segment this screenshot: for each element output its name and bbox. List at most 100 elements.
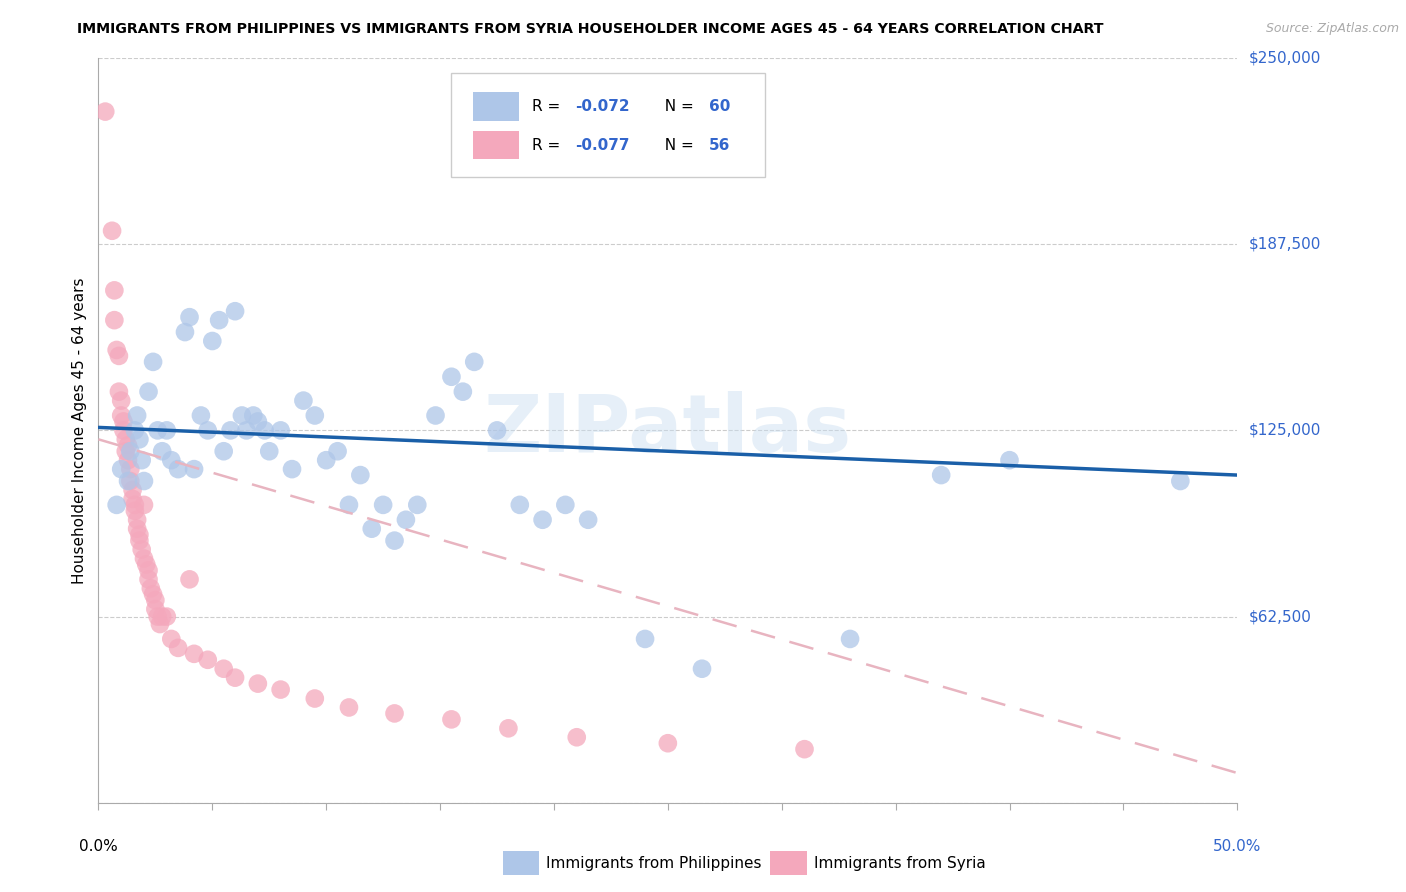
- Point: [167, 640, 190, 655]
- Point: [94, 104, 117, 119]
- Point: [103, 313, 125, 327]
- Point: [440, 369, 463, 384]
- Point: [242, 409, 264, 423]
- Point: [292, 393, 315, 408]
- Point: [224, 671, 246, 685]
- Point: [190, 409, 212, 423]
- Point: [231, 409, 253, 423]
- Point: [117, 474, 139, 488]
- Text: ZIPatlas: ZIPatlas: [484, 392, 852, 469]
- Point: [132, 474, 155, 488]
- Point: [1170, 474, 1192, 488]
- Text: 56: 56: [709, 137, 730, 153]
- Text: $250,000: $250,000: [1249, 51, 1320, 65]
- Text: 50.0%: 50.0%: [1213, 838, 1261, 854]
- Point: [337, 700, 360, 714]
- Point: [793, 742, 815, 756]
- Point: [114, 444, 136, 458]
- Point: [406, 498, 429, 512]
- Point: [183, 462, 205, 476]
- Text: N =: N =: [655, 137, 699, 153]
- Text: -0.072: -0.072: [575, 99, 630, 114]
- Point: [124, 504, 146, 518]
- Text: R =: R =: [533, 99, 565, 114]
- Point: [124, 424, 146, 438]
- Point: [384, 706, 406, 721]
- Point: [149, 617, 172, 632]
- Bar: [472, 131, 519, 160]
- Point: [224, 304, 246, 318]
- Point: [167, 462, 190, 476]
- Point: [160, 632, 183, 646]
- Point: [117, 438, 139, 452]
- Point: [146, 424, 169, 438]
- Point: [127, 513, 149, 527]
- Point: [131, 453, 153, 467]
- Point: [105, 498, 128, 512]
- Text: IMMIGRANTS FROM PHILIPPINES VS IMMIGRANTS FROM SYRIA HOUSEHOLDER INCOME AGES 45 : IMMIGRANTS FROM PHILIPPINES VS IMMIGRANT…: [77, 22, 1104, 37]
- Point: [108, 349, 131, 363]
- Point: [132, 551, 155, 566]
- Point: [212, 662, 235, 676]
- Point: [101, 224, 124, 238]
- Point: [128, 527, 150, 541]
- Point: [150, 609, 173, 624]
- Point: [270, 424, 292, 438]
- Bar: [770, 851, 807, 875]
- FancyBboxPatch shape: [451, 73, 765, 178]
- Point: [146, 609, 169, 624]
- Point: [349, 468, 371, 483]
- Point: [156, 609, 179, 624]
- Point: [138, 384, 160, 399]
- Point: [929, 468, 952, 483]
- Point: [138, 563, 160, 577]
- Point: [183, 647, 205, 661]
- Point: [576, 513, 599, 527]
- Point: [103, 284, 125, 298]
- Point: [235, 424, 257, 438]
- Point: [554, 498, 576, 512]
- Point: [139, 582, 162, 596]
- Y-axis label: Householder Income Ages 45 - 64 years: Householder Income Ages 45 - 64 years: [72, 277, 87, 583]
- Text: $125,000: $125,000: [1249, 423, 1320, 438]
- Point: [531, 513, 554, 527]
- Point: [127, 522, 149, 536]
- Point: [110, 462, 132, 476]
- Point: [142, 587, 165, 601]
- Point: [145, 602, 167, 616]
- Point: [131, 542, 153, 557]
- Point: [179, 310, 201, 325]
- Point: [127, 409, 149, 423]
- Point: [259, 444, 281, 458]
- Point: [120, 474, 142, 488]
- Point: [395, 513, 418, 527]
- Point: [108, 384, 131, 399]
- Point: [315, 453, 337, 467]
- Text: $62,500: $62,500: [1249, 609, 1312, 624]
- Point: [565, 731, 588, 745]
- Point: [371, 498, 394, 512]
- Point: [634, 632, 657, 646]
- Point: [150, 444, 173, 458]
- Point: [326, 444, 349, 458]
- Point: [463, 355, 485, 369]
- Point: [124, 498, 146, 512]
- Point: [179, 573, 201, 587]
- Point: [212, 444, 235, 458]
- Point: [105, 343, 128, 357]
- Point: [117, 453, 139, 467]
- Text: Immigrants from Philippines: Immigrants from Philippines: [546, 855, 762, 871]
- Point: [201, 334, 224, 348]
- Point: [246, 676, 269, 690]
- Point: [142, 355, 165, 369]
- Point: [156, 424, 179, 438]
- Point: [110, 393, 132, 408]
- Point: [208, 313, 231, 327]
- Point: [337, 498, 360, 512]
- Point: [440, 712, 463, 726]
- Text: -0.077: -0.077: [575, 137, 630, 153]
- Point: [160, 453, 183, 467]
- Point: [197, 424, 219, 438]
- Point: [120, 462, 142, 476]
- Point: [304, 409, 326, 423]
